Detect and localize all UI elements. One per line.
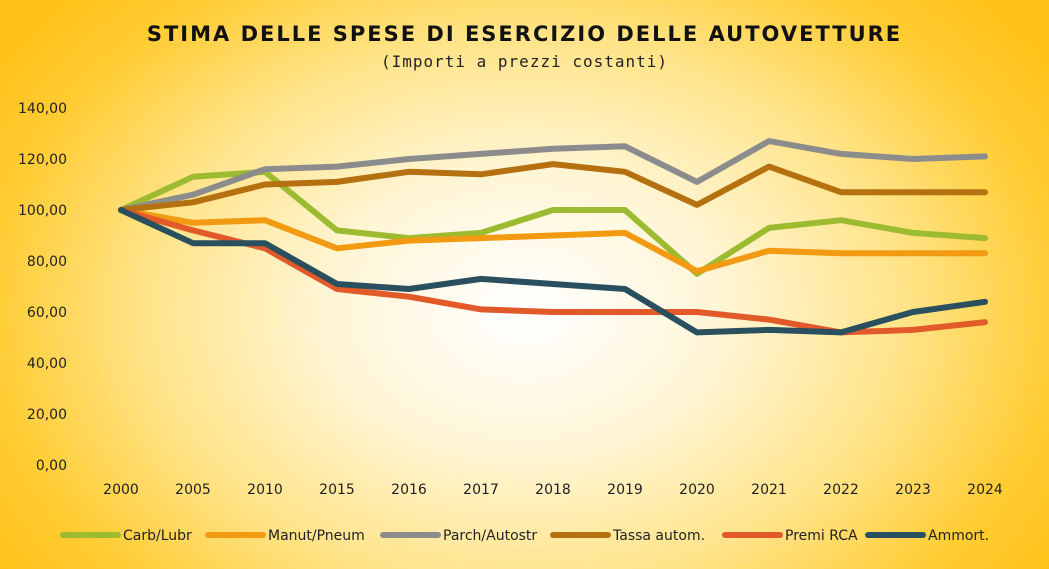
x-tick-label: 2015 <box>319 482 355 498</box>
y-tick-label: 60,00 <box>27 305 67 321</box>
legend-item: Tassa autom. <box>550 528 705 544</box>
y-tick-label: 0,00 <box>36 458 67 474</box>
series-line-manut-pneum <box>118 207 988 275</box>
legend-item: Premi RCA <box>722 528 858 544</box>
legend-item: Manut/Pneum <box>205 528 365 544</box>
legend-label: Parch/Autostr <box>443 528 537 544</box>
x-tick-label: 2018 <box>535 482 571 498</box>
chart-title: STIMA DELLE SPESE DI ESERCIZIO DELLE AUT… <box>146 22 903 46</box>
x-tick-label: 2005 <box>175 482 211 498</box>
y-tick-label: 120,00 <box>18 152 67 168</box>
legend-label: Premi RCA <box>785 528 858 544</box>
legend-label: Ammort. <box>928 528 989 544</box>
legend-label: Manut/Pneum <box>268 528 365 544</box>
legend-item: Carb/Lubr <box>60 528 192 544</box>
x-tick-label: 2021 <box>751 482 787 498</box>
x-tick-label: 2024 <box>967 482 1003 498</box>
x-tick-label: 2010 <box>247 482 283 498</box>
series-line-ammort- <box>118 207 988 336</box>
y-tick-label: 20,00 <box>27 407 67 423</box>
x-tick-label: 2017 <box>463 482 499 498</box>
y-tick-label: 40,00 <box>27 356 67 372</box>
x-tick-label: 2000 <box>103 482 139 498</box>
legend-label: Carb/Lubr <box>123 528 192 544</box>
x-tick-label: 2020 <box>679 482 715 498</box>
x-tick-label: 2023 <box>895 482 931 498</box>
y-tick-label: 140,00 <box>18 101 67 117</box>
series-line-premi-rca <box>118 207 988 336</box>
legend-item: Parch/Autostr <box>380 528 537 544</box>
legend-label: Tassa autom. <box>612 528 705 544</box>
y-tick-label: 80,00 <box>27 254 67 270</box>
legend-item: Ammort. <box>865 528 989 544</box>
x-tick-label: 2022 <box>823 482 859 498</box>
x-tick-label: 2019 <box>607 482 643 498</box>
chart-subtitle: (Importi a prezzi costanti) <box>380 52 669 71</box>
y-tick-label: 100,00 <box>18 203 67 219</box>
series-line-tassa-autom- <box>118 161 988 213</box>
series-line-parch-autostr <box>118 138 988 213</box>
x-tick-label: 2016 <box>391 482 427 498</box>
